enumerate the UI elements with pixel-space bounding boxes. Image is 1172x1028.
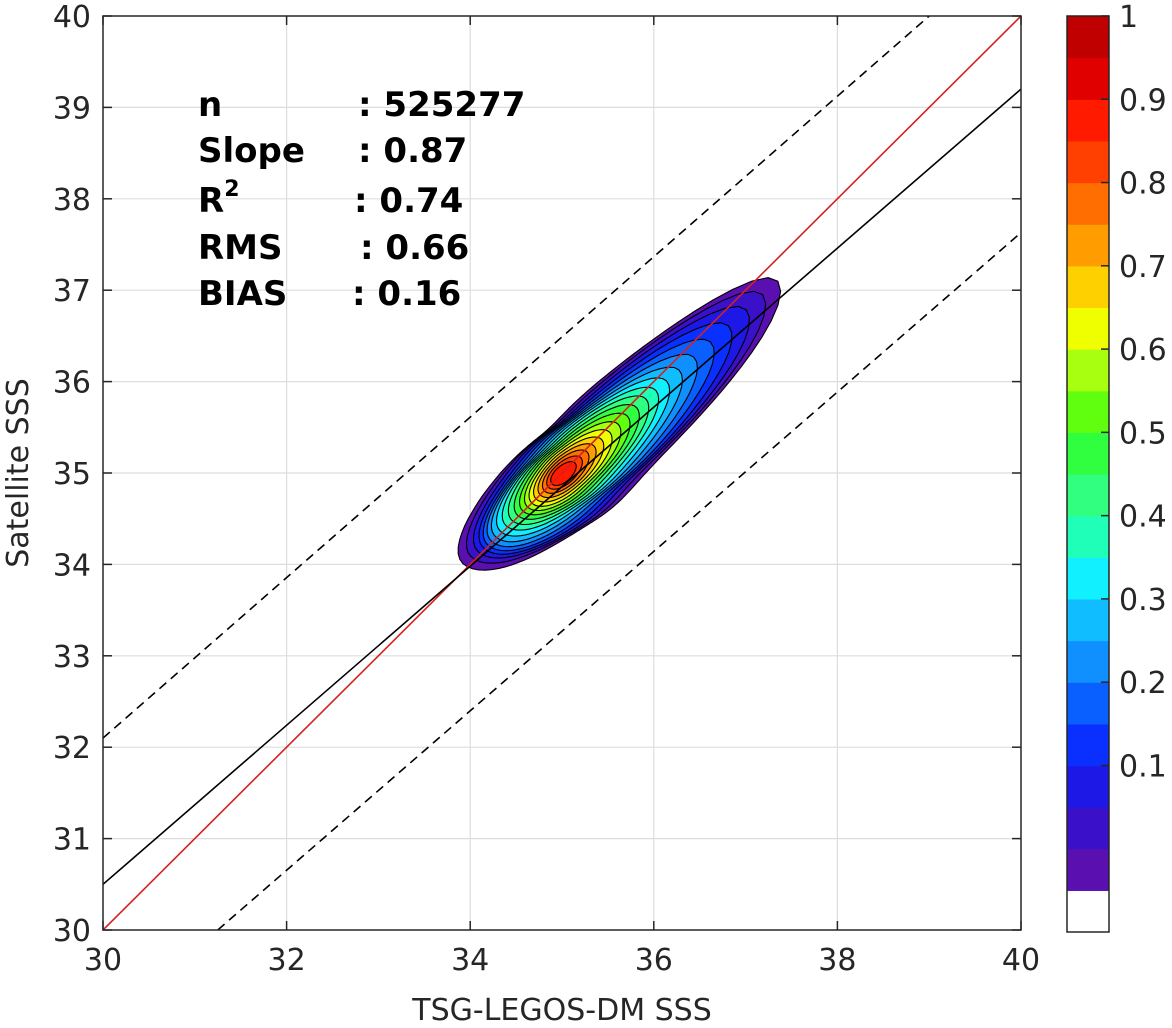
colorbar-tick-label: 0.2: [1119, 666, 1167, 701]
stat-label: BIAS: [198, 274, 287, 314]
colorbar-band: [1067, 432, 1109, 475]
x-tick-label: 34: [451, 943, 489, 978]
colorbar-band: [1067, 390, 1109, 433]
colorbar-band: [1067, 307, 1109, 350]
axis-ticks: 30 32 34 36 38 40 30 31 32 33 34 35 36 37 38 39 40: [53, 0, 1040, 978]
y-tick-label: 35: [53, 457, 91, 492]
y-tick-label: 40: [53, 0, 91, 35]
stat-label: n: [198, 85, 222, 125]
colorbar-tick-label: 0.3: [1119, 583, 1167, 618]
colorbar: 0.1 0.2 0.3 0.4 0.5 0.6 0.7 0.8 0.9 1: [1066, 0, 1167, 933]
colorbar-frame: [1066, 15, 1110, 933]
colorbar-band: [1067, 16, 1109, 59]
x-axis-label: TSG-LEGOS-DM SSS: [411, 993, 712, 1028]
y-tick-label: 38: [53, 183, 91, 218]
colorbar-tick-label: 0.4: [1119, 500, 1167, 535]
stat-label: Slope: [198, 131, 305, 171]
colorbar-band: [1067, 723, 1109, 767]
colorbar-band: [1067, 57, 1109, 100]
lower-bound-line: [217, 232, 1021, 930]
x-tick-label: 36: [635, 943, 673, 978]
x-tick-label: 40: [1002, 943, 1040, 978]
colorbar-band: [1067, 682, 1109, 725]
colorbar-band: [1067, 515, 1109, 558]
colorbar-tick-label: 0.6: [1119, 333, 1167, 368]
colorbar-band: [1067, 848, 1109, 891]
grid: [103, 16, 1021, 930]
colorbar-tick-label: 0.7: [1119, 250, 1167, 285]
colorbar-band: [1067, 182, 1109, 225]
colorbar-band: [1067, 140, 1109, 184]
colorbar-band: [1067, 265, 1109, 309]
colorbar-band: [1067, 640, 1109, 683]
y-tick-label: 32: [53, 731, 91, 766]
y-tick-label: 36: [53, 366, 91, 401]
colorbar-band: [1067, 765, 1109, 808]
stat-value: : 0.74: [354, 181, 463, 221]
stat-value: : 525277: [358, 85, 525, 125]
one-to-one-line: [103, 16, 1021, 930]
colorbar-tick-label: 1: [1119, 0, 1138, 35]
y-tick-label: 30: [53, 914, 91, 949]
colorbar-tick-label: 0.5: [1119, 416, 1167, 451]
colorbar-band: [1067, 349, 1109, 392]
colorbar-band: [1067, 224, 1109, 267]
y-tick-label: 31: [53, 823, 91, 858]
x-tick-label: 38: [818, 943, 856, 978]
colorbar-tick-label: 0.9: [1119, 83, 1167, 118]
y-tick-label: 34: [53, 548, 91, 583]
colorbar-tick-label: 0.1: [1119, 749, 1167, 784]
colorbar-tick-label: 0.8: [1119, 167, 1167, 202]
stat-value: : 0.66: [360, 228, 469, 268]
stat-value: : 0.87: [358, 131, 467, 171]
x-tick-label: 30: [84, 943, 122, 978]
upper-bound-line: [103, 16, 930, 739]
y-axis-label: Satellite SSS: [1, 378, 36, 568]
colorbar-band: [1067, 99, 1109, 142]
y-tick-label: 33: [53, 640, 91, 675]
colorbar-band: [1067, 557, 1109, 600]
y-tick-label: 39: [53, 91, 91, 126]
colorbar-band: [1067, 474, 1109, 517]
stat-label: RMS: [198, 228, 283, 268]
reference-lines: [103, 16, 1021, 930]
y-tick-label: 37: [53, 274, 91, 309]
colorbar-band: [1067, 890, 1109, 933]
x-tick-label: 32: [268, 943, 306, 978]
stat-label-superscript: 2: [224, 177, 239, 202]
colorbar-band: [1067, 807, 1109, 850]
regression-line: [103, 88, 1021, 885]
density-contours: [457, 277, 782, 571]
colorbar-band: [1067, 598, 1109, 642]
stat-value: : 0.16: [352, 274, 461, 314]
